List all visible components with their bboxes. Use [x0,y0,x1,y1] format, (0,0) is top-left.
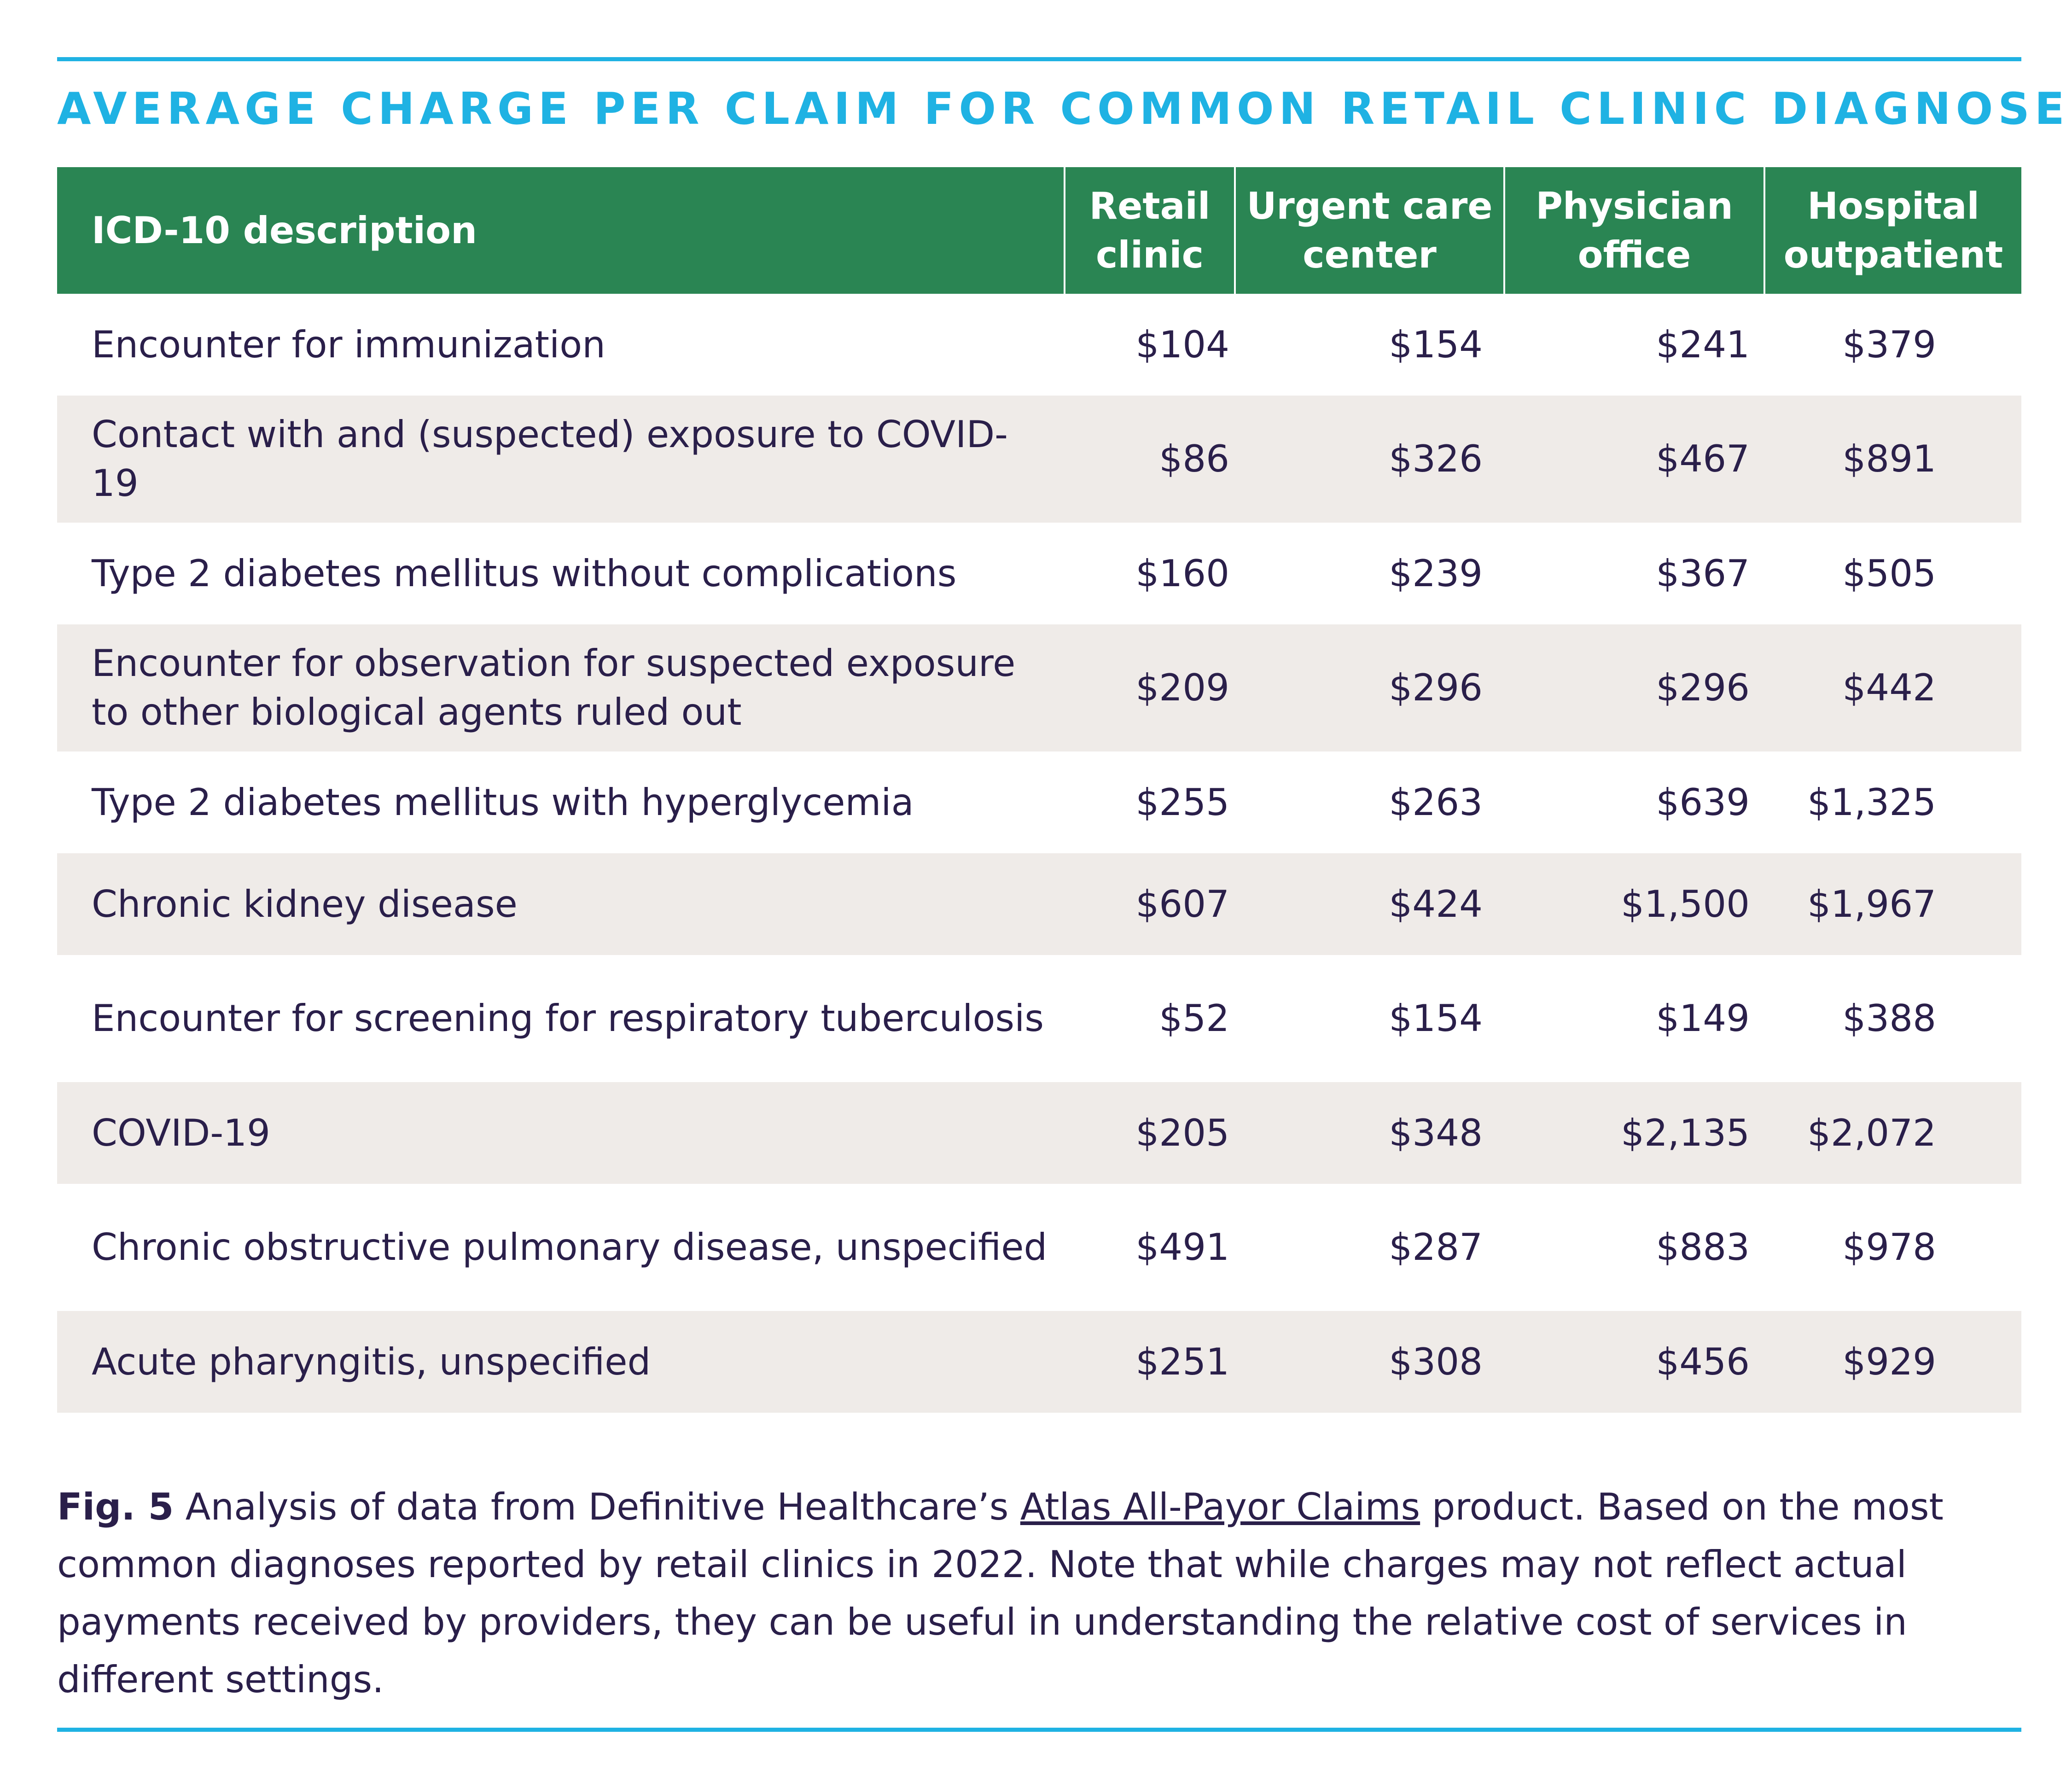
hospital-outpatient-value: $978 [1842,1226,1936,1269]
urgent-care-value: $263 [1389,780,1483,824]
hospital-outpatient-value: $929 [1842,1340,1936,1383]
urgent-care-value: $287 [1389,1226,1483,1269]
table-row: Chronic kidney disease $607 $424 $1,500 … [57,853,2021,955]
physician-office-value: $149 [1656,997,1750,1040]
row-description: Encounter for screening for respiratory … [92,997,1044,1040]
column-header-physician-office: Physician office [1503,167,1764,294]
physician-office-value: $2,135 [1621,1111,1750,1154]
urgent-care-value: $308 [1389,1340,1483,1383]
row-description: Encounter for immunization [92,323,605,366]
urgent-care-value: $326 [1389,437,1483,480]
physician-office-value: $467 [1656,437,1750,480]
row-description: Encounter for observation for suspected … [92,642,1016,734]
urgent-care-value: $296 [1389,666,1483,709]
hospital-outpatient-value: $1,967 [1807,882,1936,926]
top-divider [57,57,2021,61]
hospital-outpatient-value: $505 [1842,552,1936,595]
row-description: Chronic kidney disease [92,882,518,926]
hospital-outpatient-value: $891 [1842,437,1936,480]
retail-clinic-value: $160 [1135,552,1229,595]
figure-caption: Fig. 5 Analysis of data from Definitive … [57,1478,2021,1708]
urgent-care-value: $348 [1389,1111,1483,1154]
atlas-claims-link[interactable]: Atlas All-Payor Claims [1020,1485,1420,1528]
table-row: Encounter for immunization $104 $154 $24… [57,294,2021,396]
physician-office-value: $456 [1656,1340,1750,1383]
table-row: COVID-19 $205 $348 $2,135 $2,072 [57,1082,2021,1184]
column-header-icd10: ICD-10 description [92,209,477,252]
page-title: AVERAGE CHARGE PER CLAIM FOR COMMON RETA… [57,84,2072,134]
table-row: Encounter for observation for suspected … [57,624,2021,751]
column-header-hospital-outpatient: Hospital outpatient [1764,167,2021,294]
retail-clinic-value: $607 [1135,882,1229,926]
physician-office-value: $241 [1656,323,1750,366]
table-row: Acute pharyngitis, unspecified $251 $308… [57,1311,2021,1413]
physician-office-value: $1,500 [1621,882,1750,926]
row-description: Acute pharyngitis, unspecified [92,1340,651,1383]
urgent-care-value: $424 [1389,882,1483,926]
urgent-care-value: $154 [1389,323,1483,366]
retail-clinic-value: $205 [1135,1111,1229,1154]
table-row: Contact with and (suspected) exposure to… [57,396,2021,523]
retail-clinic-value: $255 [1135,780,1229,824]
urgent-care-value: $154 [1389,997,1483,1040]
caption-text-before-link: Analysis of data from Definitive Healthc… [174,1485,1020,1528]
column-header-urgent-care: Urgent care center [1234,167,1503,294]
retail-clinic-value: $104 [1135,323,1229,366]
row-description: Type 2 diabetes mellitus with hyperglyce… [92,780,914,824]
retail-clinic-value: $52 [1159,997,1229,1040]
retail-clinic-value: $251 [1135,1340,1229,1383]
table-row: Type 2 diabetes mellitus without complic… [57,523,2021,624]
physician-office-value: $296 [1656,666,1750,709]
hospital-outpatient-value: $442 [1842,666,1936,709]
retail-clinic-value: $209 [1135,666,1229,709]
row-description: Contact with and (suspected) exposure to… [92,413,1008,505]
table-header-row: ICD-10 description Retail clinic Urgent … [57,167,2021,294]
row-description: COVID-19 [92,1111,271,1154]
hospital-outpatient-value: $379 [1842,323,1936,366]
caption-text-after-link: product. Based on the most common diagno… [57,1485,1944,1701]
physician-office-value: $639 [1656,780,1750,824]
bottom-divider [57,1728,2021,1732]
table-row: Type 2 diabetes mellitus with hyperglyce… [57,751,2021,853]
hospital-outpatient-value: $2,072 [1807,1111,1936,1154]
urgent-care-value: $239 [1389,552,1483,595]
charges-table: ICD-10 description Retail clinic Urgent … [57,167,2021,1413]
physician-office-value: $883 [1656,1226,1750,1269]
hospital-outpatient-value: $388 [1842,997,1936,1040]
hospital-outpatient-value: $1,325 [1807,780,1936,824]
table-row: Chronic obstructive pulmonary disease, u… [57,1184,2021,1311]
row-description: Type 2 diabetes mellitus without complic… [92,552,957,595]
row-description: Chronic obstructive pulmonary disease, u… [92,1226,1048,1269]
retail-clinic-value: $86 [1159,437,1229,480]
physician-office-value: $367 [1656,552,1750,595]
figure-label: Fig. 5 [57,1485,174,1528]
table-row: Encounter for screening for respiratory … [57,955,2021,1082]
column-header-retail-clinic: Retail clinic [1064,167,1234,294]
retail-clinic-value: $491 [1135,1226,1229,1269]
